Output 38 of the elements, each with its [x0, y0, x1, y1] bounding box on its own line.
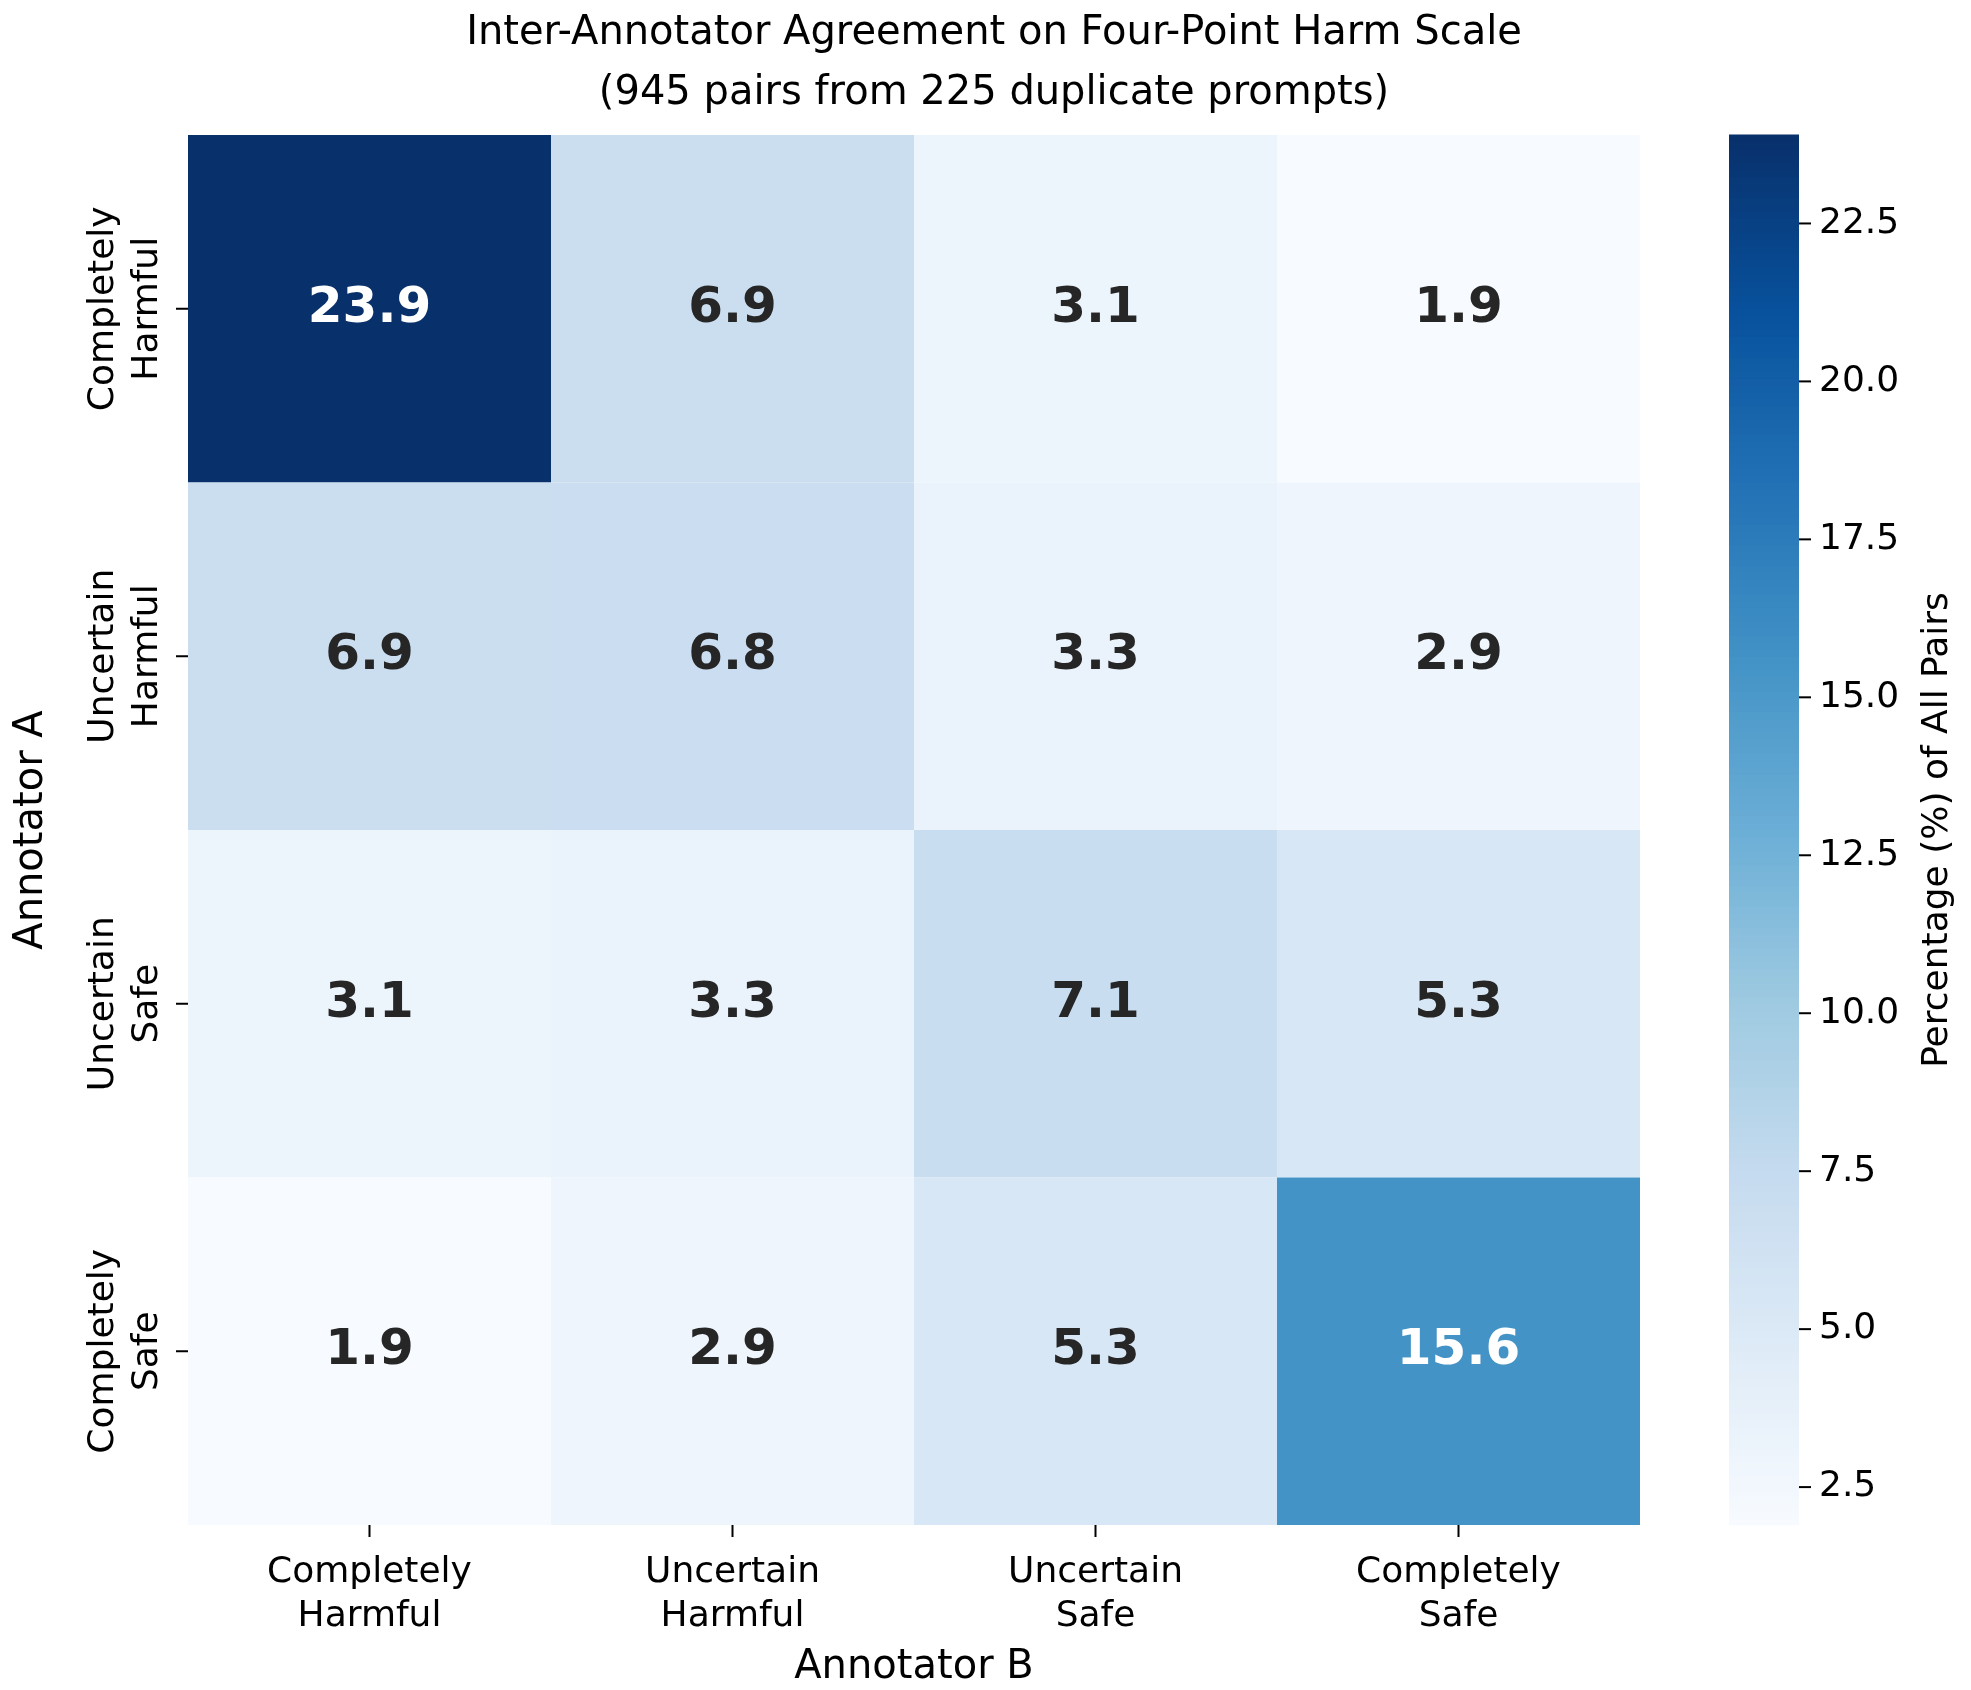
x-axis-title: Annotator B — [794, 1641, 1034, 1688]
data-label: 1.9 — [1414, 275, 1503, 334]
y-tick-label: Uncertain Safe — [80, 916, 166, 1092]
data-label: 3.1 — [325, 970, 414, 1029]
color-bar-label: 10.0 — [1819, 989, 1900, 1031]
chart-title: Inter-Annotator Agreement on Four-Point Harm Scale — [466, 7, 1522, 54]
x-tick-label: Uncertain Harmful — [645, 1549, 820, 1635]
x-tick-label: Completely Harmful — [267, 1549, 472, 1635]
data-label: 6.8 — [688, 623, 777, 682]
data-label: 3.3 — [688, 970, 777, 1029]
color-bar-label: 20.0 — [1819, 357, 1900, 399]
color-bar-label: 2.5 — [1819, 1463, 1877, 1505]
data-label: 5.3 — [1414, 970, 1503, 1029]
x-tick-label: Completely Safe — [1356, 1549, 1561, 1635]
y-axis-title: Annotator A — [5, 709, 52, 950]
color-bar-label: 15.0 — [1819, 673, 1900, 715]
x-tick-label: Uncertain Safe — [1008, 1549, 1183, 1635]
data-label: 3.1 — [1051, 275, 1140, 334]
color-bar-label: 22.5 — [1819, 199, 1900, 241]
color-bar-label: 17.5 — [1819, 515, 1900, 557]
data-label: 23.9 — [307, 275, 432, 334]
data-label: 6.9 — [688, 275, 777, 334]
color-bar-label: 7.5 — [1819, 1147, 1877, 1189]
data-label: 1.9 — [325, 1318, 414, 1377]
data-label: 5.3 — [1051, 1318, 1140, 1377]
color-bar-label: 5.0 — [1819, 1305, 1877, 1347]
color-bar-label: 12.5 — [1819, 831, 1900, 873]
y-tick-label: Completely Harmful — [80, 206, 166, 412]
color-bar-title: Percentage (%) of All Pairs — [1914, 592, 1956, 1068]
data-label: 6.9 — [325, 623, 414, 682]
data-label: 2.9 — [1414, 623, 1503, 682]
data-label: 7.1 — [1051, 970, 1140, 1029]
data-label: 15.6 — [1396, 1318, 1521, 1377]
y-tick-label: Completely Safe — [80, 1248, 166, 1454]
chart-subtitle: (945 pairs from 225 duplicate prompts) — [598, 67, 1390, 114]
data-label: 3.3 — [1051, 623, 1140, 682]
y-tick-label: Uncertain Harmful — [80, 568, 166, 744]
data-label: 2.9 — [688, 1318, 777, 1377]
